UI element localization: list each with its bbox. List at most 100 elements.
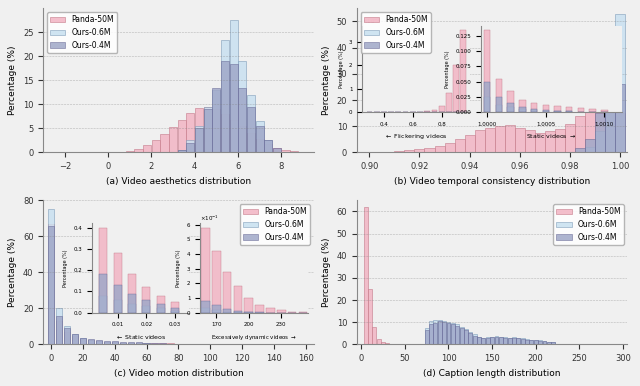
Bar	[264, 144, 273, 152]
Bar	[547, 342, 551, 344]
Bar	[505, 125, 515, 152]
Bar	[605, 47, 615, 152]
X-axis label: (c) Video motion distribution: (c) Video motion distribution	[114, 369, 243, 378]
Bar	[159, 343, 166, 344]
Bar	[543, 341, 547, 344]
Bar	[508, 338, 511, 344]
Bar	[538, 341, 542, 344]
Bar	[48, 225, 54, 344]
Bar	[477, 337, 481, 344]
Bar	[169, 127, 177, 152]
Bar	[64, 327, 70, 344]
Bar	[447, 322, 451, 344]
Bar	[595, 88, 605, 152]
Bar	[377, 339, 381, 344]
Bar	[394, 151, 404, 152]
Bar	[273, 147, 281, 152]
Bar	[516, 338, 520, 344]
Bar	[534, 133, 545, 152]
Bar	[88, 340, 94, 344]
Bar	[465, 135, 475, 152]
Bar	[515, 127, 525, 152]
Bar	[512, 337, 516, 344]
Bar	[204, 109, 212, 152]
Bar	[486, 338, 490, 344]
Bar	[88, 340, 94, 344]
Bar	[385, 343, 389, 344]
Bar	[543, 341, 547, 344]
Bar	[455, 325, 459, 344]
Bar	[585, 105, 595, 152]
Bar	[104, 341, 110, 344]
Bar	[136, 342, 142, 344]
Bar	[72, 336, 78, 344]
Bar	[551, 342, 555, 344]
Bar	[585, 147, 595, 152]
Bar	[442, 321, 446, 344]
Bar	[152, 141, 160, 152]
X-axis label: (b) Video temporal consistency distribution: (b) Video temporal consistency distribut…	[394, 177, 590, 186]
Bar	[212, 109, 220, 152]
Bar	[273, 147, 281, 152]
Bar	[477, 337, 481, 344]
Bar	[238, 61, 246, 152]
Bar	[264, 141, 273, 152]
Bar	[368, 289, 372, 344]
Bar	[290, 151, 298, 152]
Bar	[152, 343, 158, 344]
Bar	[186, 113, 195, 152]
Bar	[473, 335, 477, 344]
Bar	[529, 340, 533, 344]
Bar	[111, 342, 118, 344]
Bar	[615, 14, 625, 152]
Bar	[178, 120, 186, 152]
Bar	[56, 316, 62, 344]
Bar	[195, 108, 203, 152]
Bar	[555, 129, 564, 152]
Bar	[585, 139, 595, 152]
Bar	[80, 339, 86, 344]
Bar	[221, 61, 229, 152]
Bar	[221, 114, 229, 152]
Bar	[264, 141, 273, 152]
Bar	[160, 134, 168, 152]
Bar	[143, 343, 150, 344]
Bar	[495, 337, 499, 344]
Bar	[490, 337, 494, 344]
Bar	[143, 343, 150, 344]
Bar	[96, 340, 102, 344]
Bar	[545, 132, 555, 152]
Bar	[551, 342, 555, 344]
Bar	[438, 320, 442, 344]
Legend: Panda-50M, Ours-0.6M, Ours-0.4M: Panda-50M, Ours-0.6M, Ours-0.4M	[554, 204, 623, 245]
Bar	[475, 130, 484, 152]
Bar	[247, 107, 255, 152]
Bar	[464, 329, 468, 344]
Bar	[56, 321, 62, 344]
Bar	[534, 340, 538, 344]
Bar	[538, 340, 542, 344]
Bar	[615, 113, 625, 152]
Bar	[152, 343, 158, 344]
Bar	[503, 338, 507, 344]
Bar	[438, 321, 442, 344]
Legend: Panda-50M, Ours-0.6M, Ours-0.4M: Panda-50M, Ours-0.6M, Ours-0.4M	[361, 12, 431, 53]
Bar	[529, 340, 533, 344]
Bar	[404, 150, 415, 152]
Bar	[460, 328, 463, 344]
Bar	[238, 88, 246, 152]
Bar	[178, 150, 186, 152]
Bar	[255, 139, 264, 152]
Bar	[495, 336, 499, 344]
Bar	[134, 149, 143, 152]
Bar	[605, 42, 615, 152]
Bar	[178, 150, 186, 152]
Bar	[80, 337, 86, 344]
Bar	[605, 34, 615, 152]
Bar	[247, 95, 255, 152]
Bar	[72, 335, 78, 344]
Legend: Panda-50M, Ours-0.6M, Ours-0.4M: Panda-50M, Ours-0.6M, Ours-0.4M	[47, 12, 117, 53]
Bar	[499, 337, 503, 344]
Bar	[433, 320, 437, 344]
Bar	[564, 124, 575, 152]
